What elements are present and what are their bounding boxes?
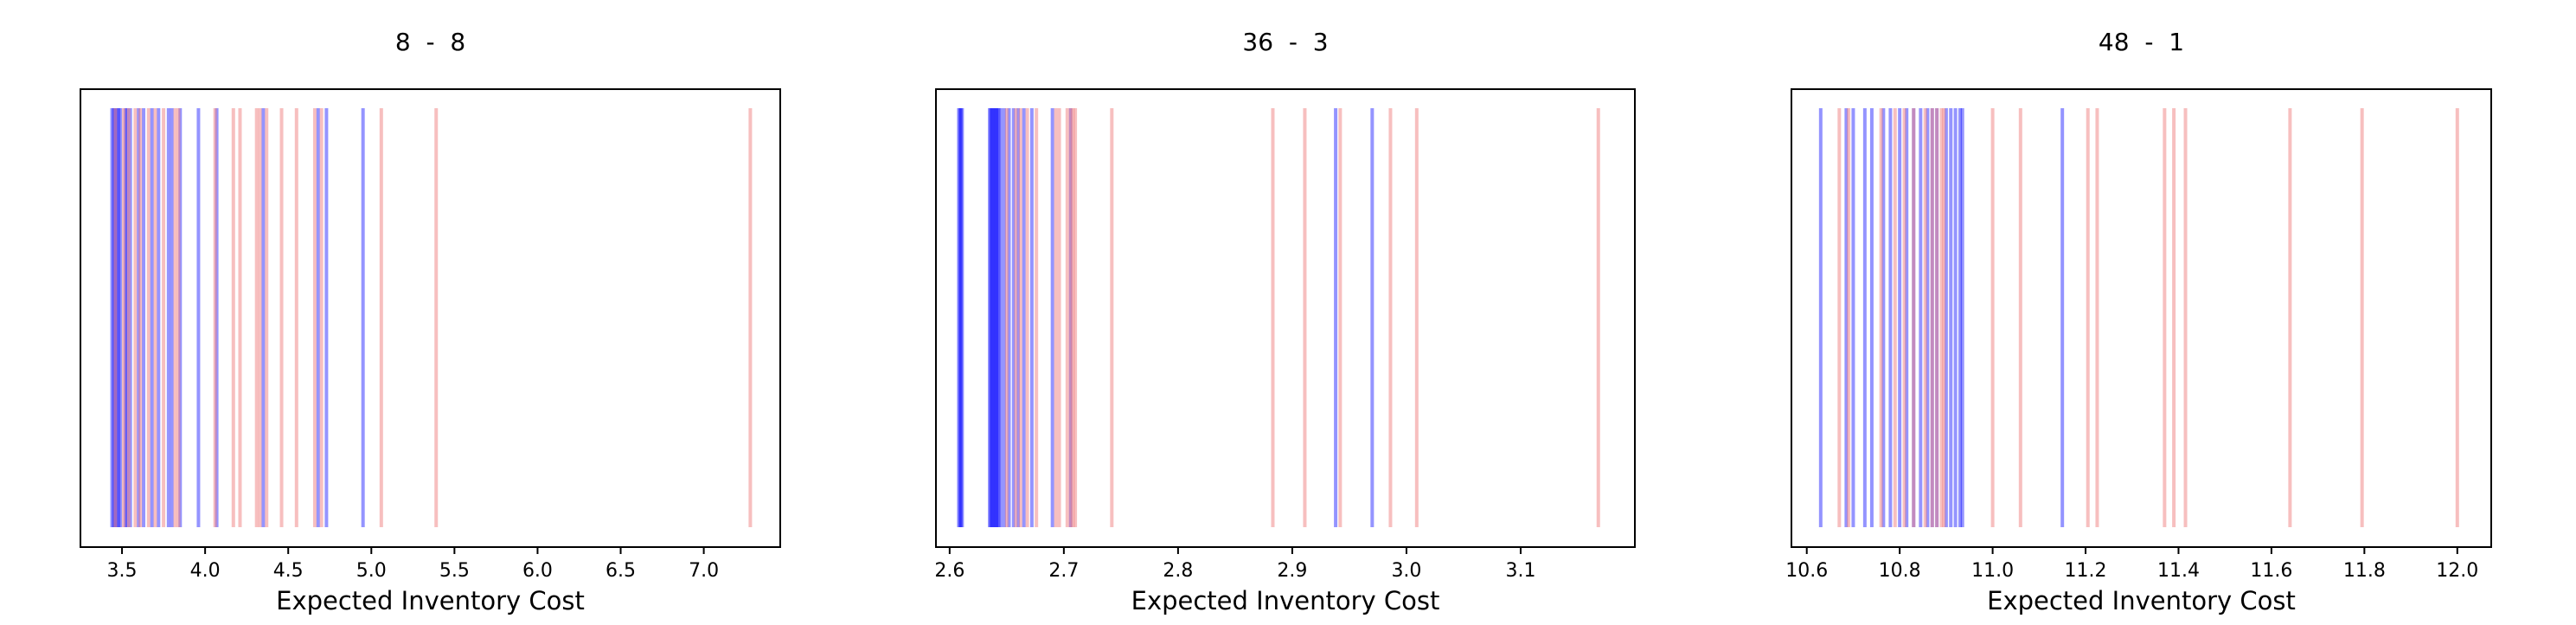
x-tick-label: 2.8: [1163, 560, 1193, 582]
plot-frame: [1791, 88, 2492, 548]
x-tick-label: 2.9: [1277, 560, 1307, 582]
x-tick-label: 3.5: [107, 560, 138, 582]
x-tick-label: 6.0: [522, 560, 553, 582]
x-tick-label: 6.5: [606, 560, 636, 582]
x-tick-label: 7.0: [689, 560, 719, 582]
x-tick-label: 3.1: [1505, 560, 1535, 582]
x-tick-label: 2.7: [1048, 560, 1079, 582]
x-axis-label: Expected Inventory Cost: [1987, 586, 2296, 615]
x-tick-label: 11.6: [2250, 560, 2292, 582]
series-red: [1837, 108, 2459, 527]
chart-panel-1: 8 - 8 3.5 4.0 4.5 5.0 5.5 6.0 6.5 7.0 Expected In…: [80, 28, 781, 615]
x-tick-label: 5.5: [439, 560, 470, 582]
x-tick-label: 12.0: [2436, 560, 2478, 582]
x-tick-label: 11.8: [2343, 560, 2386, 582]
x-tick-label: 4.0: [190, 560, 221, 582]
chart-title: 36 - 3: [1242, 28, 1328, 56]
series-red: [1004, 108, 1600, 527]
x-tick-label: 11.4: [2157, 560, 2200, 582]
series-blue: [1818, 108, 2065, 527]
x-tick-label: 11.0: [1971, 560, 2014, 582]
x-tick-label: 10.6: [1785, 560, 1828, 582]
x-tick-label: 10.8: [1879, 560, 1921, 582]
x-tick-label: 2.6: [934, 560, 964, 582]
x-axis-label: Expected Inventory Cost: [1131, 586, 1440, 615]
x-tick-label: 4.5: [273, 560, 304, 582]
x-tick-label: 5.0: [356, 560, 387, 582]
chart-panel-2: 36 - 3 2.6 2.7 2.8 2.9 3.0 3.1 Expected Invento…: [934, 28, 1636, 615]
plot-frame: [935, 88, 1636, 548]
chart-title: 48 - 1: [2099, 28, 2184, 56]
x-tick-label: 11.2: [2065, 560, 2107, 582]
x-axis-label: Expected Inventory Cost: [276, 586, 585, 615]
chart-panel-3: 48 - 1 10.6 10.8 11.0 11.2 11.4 11.6 11.8 12.0 Ex…: [1785, 28, 2492, 615]
plot-frame: [80, 88, 781, 548]
chart-title: 8 - 8: [395, 28, 465, 56]
x-tick-label: 3.0: [1391, 560, 1421, 582]
series-red: [113, 108, 753, 527]
